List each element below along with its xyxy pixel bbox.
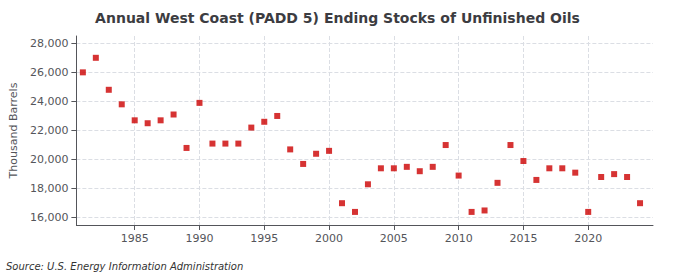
svg-text:2010: 2010 xyxy=(445,232,473,245)
svg-text:2005: 2005 xyxy=(380,232,408,245)
svg-text:20,000: 20,000 xyxy=(30,153,69,166)
svg-text:22,000: 22,000 xyxy=(30,124,69,137)
svg-text:Annual West Coast (PADD 5) End: Annual West Coast (PADD 5) Ending Stocks… xyxy=(95,10,580,26)
svg-text:Thousand Barrels: Thousand Barrels xyxy=(7,82,20,179)
svg-text:2020: 2020 xyxy=(574,232,602,245)
svg-text:24,000: 24,000 xyxy=(30,95,69,108)
svg-text:Source: U.S. Energy Informatio: Source: U.S. Energy Information Administ… xyxy=(6,261,243,272)
svg-text:1995: 1995 xyxy=(250,232,278,245)
svg-text:2015: 2015 xyxy=(509,232,537,245)
svg-text:18,000: 18,000 xyxy=(30,182,69,195)
svg-text:16,000: 16,000 xyxy=(30,211,69,224)
svg-text:1990: 1990 xyxy=(185,232,213,245)
svg-text:26,000: 26,000 xyxy=(30,66,69,79)
svg-text:28,000: 28,000 xyxy=(30,37,69,50)
svg-text:1985: 1985 xyxy=(121,232,149,245)
svg-text:2000: 2000 xyxy=(315,232,343,245)
